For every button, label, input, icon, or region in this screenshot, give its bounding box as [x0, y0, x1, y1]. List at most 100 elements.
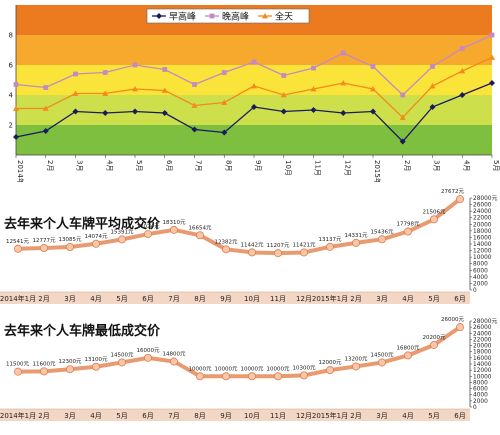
data-point	[310, 86, 317, 92]
x-tick-label: 4月	[462, 160, 470, 171]
x-tick-label: 2014年1月	[16, 160, 25, 182]
x-tick-label: 3月	[76, 160, 84, 171]
data-label: 14500元	[371, 351, 394, 358]
y-tick-label: 26000	[473, 203, 492, 209]
data-point	[351, 362, 360, 371]
y-tick-label: 8000	[473, 380, 488, 386]
series-line	[16, 197, 462, 256]
data-point	[221, 70, 227, 75]
data-point	[251, 104, 257, 110]
x-tick-label: 2015年1月	[373, 160, 382, 182]
traffic-index-line-chart: 2 4 6 8 2014年1月 2月 3月 4月 5月 6月 7月 8月 9月 10月 11月 12月 2015…	[9, 5, 500, 182]
y-tick-label: 22000	[473, 216, 492, 222]
data-point	[169, 225, 178, 234]
data-point	[299, 371, 308, 380]
data-point	[13, 244, 22, 253]
data-point	[247, 372, 256, 381]
y-tick-label: 26000	[473, 325, 492, 331]
data-label: 17024元	[137, 223, 160, 230]
data-point	[13, 82, 19, 87]
data-point	[102, 70, 108, 75]
x-tick-label: 10月	[244, 412, 260, 420]
data-label: 10300元	[293, 364, 316, 371]
y-tick-label: 12000	[473, 368, 492, 374]
data-point	[118, 358, 127, 367]
data-label: 10000元	[189, 365, 212, 372]
x-tick-label: 5月	[135, 160, 143, 171]
data-label: 14800元	[163, 351, 186, 358]
x-tick-label: 2月	[403, 160, 411, 171]
x-tick-label: 4月	[90, 412, 101, 420]
data-point	[325, 366, 334, 375]
data-point	[13, 367, 22, 376]
x-tick-label: 2月	[46, 160, 54, 171]
data-label: 12541元	[6, 238, 29, 245]
data-point	[72, 90, 79, 96]
x-tick-label: 4月	[90, 295, 101, 303]
data-point	[299, 248, 308, 257]
data-label: 13137元	[319, 236, 342, 243]
data-label: 18310元	[163, 219, 186, 226]
legend-marker	[209, 13, 215, 19]
average-plate-price-chart: 去年来个人车牌平均成交价0200040006000800010000120001…	[0, 188, 497, 304]
data-point	[429, 83, 436, 89]
y-tick-label: 6000	[473, 387, 488, 393]
x-tick-label: 4月	[402, 295, 413, 303]
x-tick-label: 7月	[195, 160, 203, 171]
data-point	[310, 107, 317, 113]
data-point	[325, 242, 334, 251]
data-point	[143, 230, 152, 239]
data-point	[13, 134, 19, 140]
y-tick-label: 2	[9, 122, 13, 130]
data-point	[92, 362, 101, 371]
x-tick-label: 11月	[270, 412, 286, 420]
data-label: 10000元	[267, 365, 290, 372]
y-tick-label: 4000	[473, 393, 488, 399]
y-tick-label: 20000	[473, 344, 492, 350]
x-tick-label: 2014年1月	[0, 411, 36, 420]
x-tick-label: 5月	[428, 412, 439, 420]
x-tick-label: 2月	[38, 412, 49, 420]
data-point	[42, 105, 49, 111]
x-tick-label: 4月	[105, 160, 113, 171]
data-point	[370, 64, 376, 69]
lowest-plate-price-chart: 去年来个人车牌最低成交价0200040006000800010000120001…	[0, 316, 497, 421]
data-point	[191, 102, 198, 108]
data-point	[429, 104, 436, 110]
data-label: 14331元	[345, 232, 368, 239]
data-point	[370, 108, 376, 115]
x-tick-label: 11月	[314, 160, 322, 176]
data-point	[73, 71, 78, 77]
data-point	[455, 195, 464, 204]
y-tick-label: 6000	[473, 268, 488, 274]
y-tick-label: 24000	[473, 331, 492, 337]
data-point	[273, 372, 282, 381]
data-label: 27672元	[441, 188, 464, 195]
data-label: 16800元	[397, 344, 420, 351]
x-tick-label: 2015年1月	[312, 294, 348, 303]
data-label: 17798元	[397, 221, 420, 228]
y-tick-label: 16000	[473, 356, 492, 362]
data-label: 15391元	[111, 228, 134, 235]
series-line	[16, 325, 462, 379]
x-tick-label: 7月	[168, 412, 179, 420]
x-tick-label: 2月	[350, 412, 361, 420]
data-point	[455, 323, 464, 332]
data-label: 12000元	[319, 359, 342, 366]
data-point	[162, 67, 168, 72]
y-tick-label: 2000	[473, 399, 488, 405]
data-point	[192, 82, 197, 87]
data-point	[459, 92, 466, 98]
x-tick-label: 4月	[402, 412, 413, 420]
y-tick-label: 4	[9, 92, 14, 100]
data-label: 16000元	[137, 347, 160, 354]
x-tick-label: 9月	[220, 412, 231, 420]
data-point	[169, 357, 178, 366]
data-point	[281, 73, 287, 78]
data-label: 26000元	[441, 316, 464, 323]
x-tick-label: 2014年1月	[0, 294, 36, 303]
y-tick-label: 10000	[473, 255, 492, 261]
data-label: 11421元	[293, 241, 316, 248]
data-point	[377, 358, 386, 367]
